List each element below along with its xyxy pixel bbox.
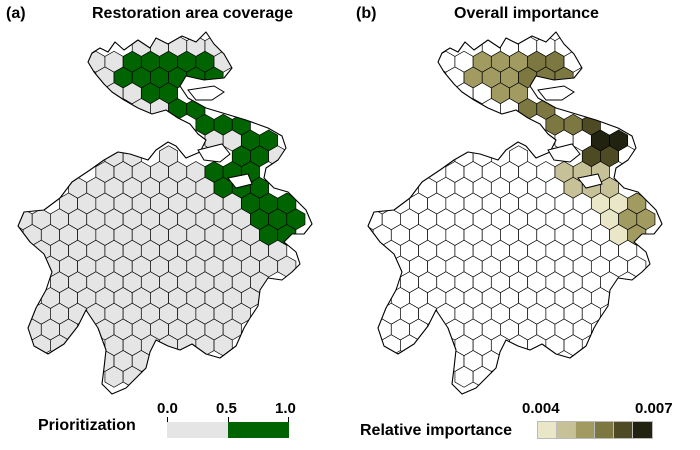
lake-outline xyxy=(367,31,663,395)
lake-outline xyxy=(17,31,313,395)
map-restoration-coverage xyxy=(17,31,313,395)
map-overall-importance xyxy=(367,31,663,395)
island-1 xyxy=(187,85,225,101)
legend-ramp-step-5 xyxy=(613,421,634,439)
panel-restoration-coverage: (a) Restoration area coverage Prioritiza… xyxy=(6,5,313,438)
panel-b-letter: (b) xyxy=(356,5,377,22)
legend-ramp-step-2 xyxy=(556,421,577,439)
legend-swatch-selected xyxy=(228,422,289,438)
legend-tick-mark-1 xyxy=(288,417,289,423)
legend-ramp-step-1 xyxy=(537,421,558,439)
legend-tick-0: 0.0 xyxy=(157,400,178,417)
panel-overall-importance: (b) Overall importance 0.004 0.007 Relat… xyxy=(350,0,700,450)
panel-a-letter: (a) xyxy=(6,5,26,22)
legend-min-label: 0.004 xyxy=(522,400,560,417)
island-1 xyxy=(537,85,575,101)
island-2 xyxy=(547,143,581,163)
hex-grid xyxy=(368,35,656,388)
legend-max-label: 0.007 xyxy=(635,400,673,417)
hex-grid xyxy=(18,35,306,388)
legend-relative-importance-label: Relative importance xyxy=(360,422,513,439)
legend-prioritization-label: Prioritization xyxy=(38,417,136,434)
legend-tick-1: 1.0 xyxy=(275,400,296,417)
panel-a-title: Restoration area coverage xyxy=(92,5,293,22)
legend-tick-mark-0 xyxy=(167,417,168,423)
legend-ramp-step-6 xyxy=(632,421,653,439)
island-3 xyxy=(577,173,603,189)
island-3 xyxy=(227,173,253,189)
island-2 xyxy=(197,143,231,163)
panel-b-title: Overall importance xyxy=(454,5,599,22)
legend-tick-mark-0-5 xyxy=(228,417,229,423)
legend-ramp-step-4 xyxy=(594,421,615,439)
legend-ramp-step-3 xyxy=(575,421,596,439)
legend-tick-0-5: 0.5 xyxy=(216,400,237,417)
legend-swatch-not-selected xyxy=(167,422,228,438)
